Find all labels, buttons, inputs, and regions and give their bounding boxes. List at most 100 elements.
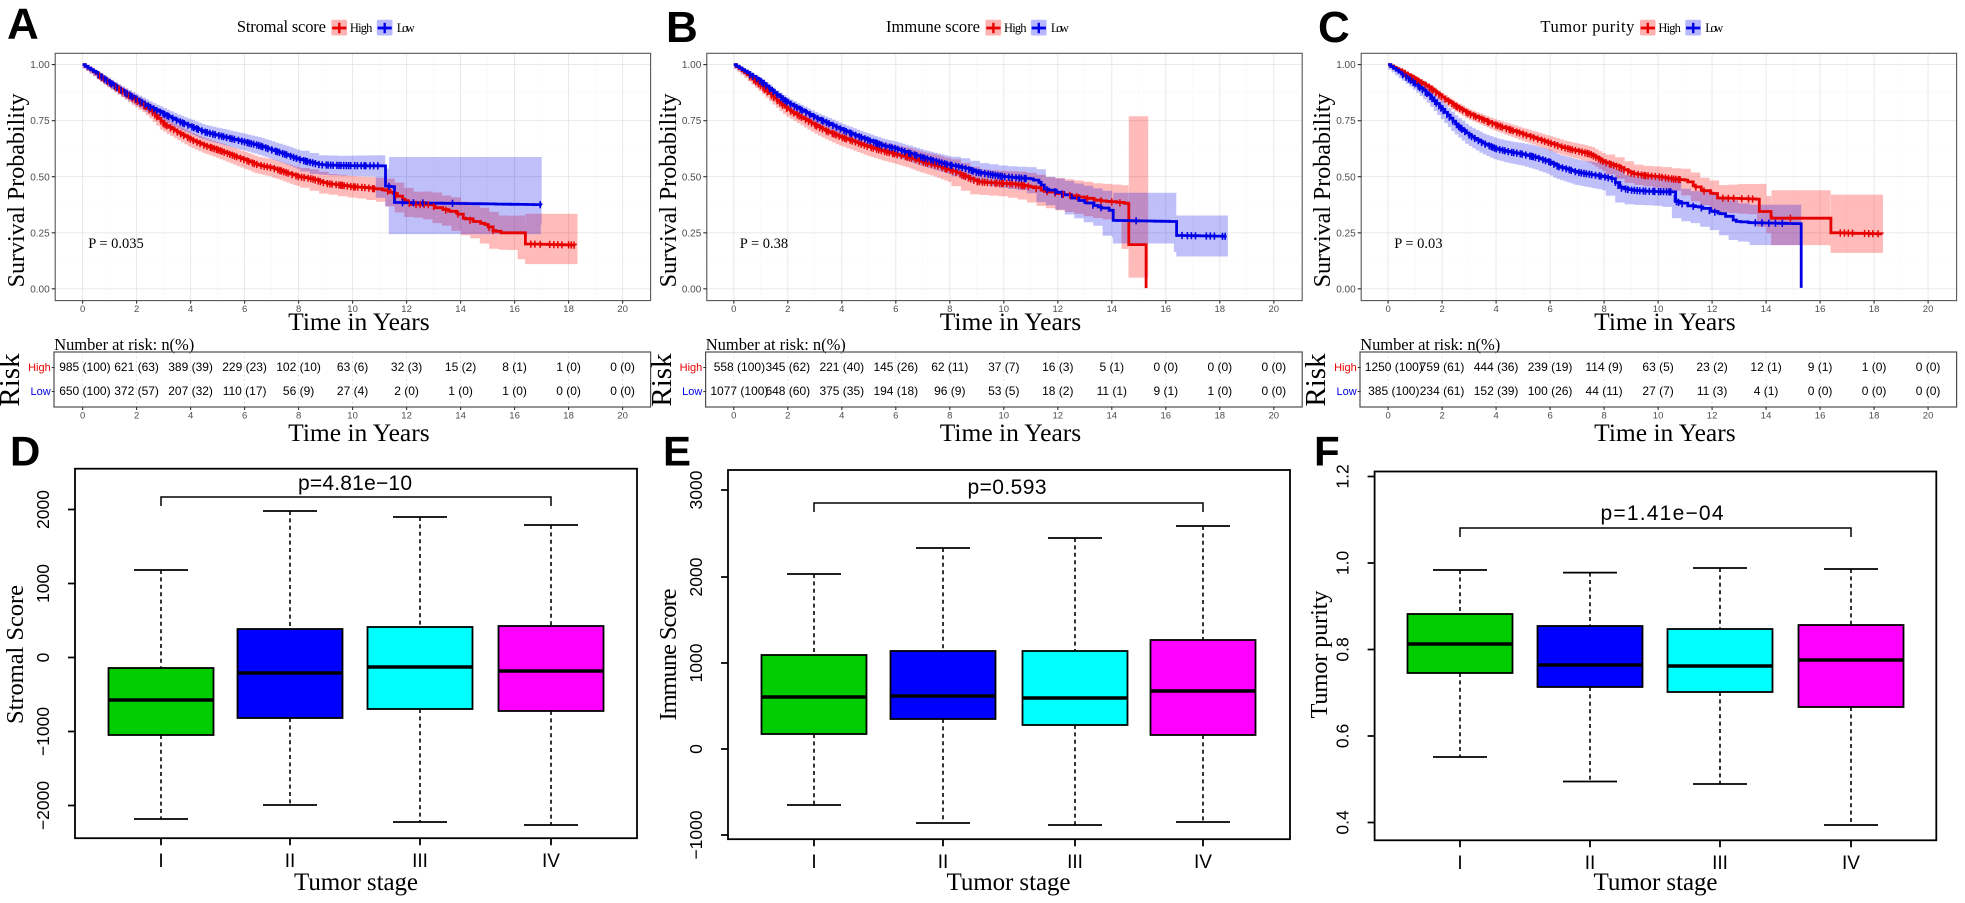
svg-text:11 (3): 11 (3)	[1697, 384, 1727, 398]
svg-text:229 (23): 229 (23)	[222, 360, 267, 374]
svg-text:56 (9): 56 (9)	[283, 384, 314, 398]
svg-text:96 (9): 96 (9)	[934, 384, 965, 398]
svg-text:100 (26): 100 (26)	[1528, 384, 1573, 398]
svg-text:20: 20	[1269, 304, 1280, 315]
svg-text:18 (2): 18 (2)	[1042, 384, 1073, 398]
svg-text:D: D	[10, 428, 40, 475]
svg-text:1 (0): 1 (0)	[448, 384, 473, 398]
svg-text:1.2: 1.2	[1333, 464, 1353, 488]
svg-text:1000: 1000	[33, 564, 53, 603]
svg-text:558 (100): 558 (100)	[714, 360, 765, 374]
svg-text:63 (6): 63 (6)	[337, 360, 368, 374]
svg-text:0.75: 0.75	[30, 116, 50, 127]
svg-text:1.00: 1.00	[1336, 60, 1356, 71]
svg-text:0.4: 0.4	[1333, 810, 1353, 835]
svg-text:Time in Years: Time in Years	[288, 307, 429, 336]
svg-text:4 (1): 4 (1)	[1754, 384, 1779, 398]
svg-text:53 (5): 53 (5)	[988, 384, 1019, 398]
svg-text:0: 0	[731, 411, 736, 422]
svg-text:Time in Years: Time in Years	[940, 307, 1081, 336]
svg-text:1077 (100): 1077 (100)	[710, 384, 768, 398]
svg-text:Time in Years: Time in Years	[288, 418, 429, 447]
svg-text:0: 0	[686, 744, 706, 754]
svg-text:14: 14	[455, 411, 466, 422]
svg-text:1250 (100): 1250 (100)	[1365, 360, 1423, 374]
svg-text:A: A	[7, 0, 39, 49]
svg-text:18: 18	[1215, 411, 1226, 422]
svg-text:14: 14	[1761, 411, 1772, 422]
svg-text:62 (11): 62 (11)	[931, 360, 968, 374]
svg-text:II: II	[938, 852, 949, 873]
svg-text:2: 2	[1439, 304, 1444, 315]
svg-text:345 (62): 345 (62)	[765, 360, 810, 374]
svg-text:221 (40): 221 (40)	[819, 360, 864, 374]
svg-text:p=4.81e−10: p=4.81e−10	[298, 472, 412, 495]
svg-text:194 (18): 194 (18)	[873, 384, 918, 398]
svg-text:III: III	[412, 851, 428, 872]
svg-text:20: 20	[1269, 411, 1280, 422]
svg-text:372 (57): 372 (57)	[114, 384, 159, 398]
svg-text:8: 8	[947, 411, 952, 422]
svg-text:385 (100): 385 (100)	[1368, 384, 1419, 398]
svg-text:14: 14	[1107, 304, 1118, 315]
svg-text:0: 0	[33, 652, 53, 662]
svg-text:152 (39): 152 (39)	[1474, 384, 1519, 398]
svg-text:Survival Probability: Survival Probability	[4, 93, 30, 287]
svg-text:18: 18	[1869, 411, 1880, 422]
svg-text:Survival Probability: Survival Probability	[656, 93, 682, 287]
svg-text:23 (2): 23 (2)	[1696, 360, 1727, 374]
svg-text:32 (3): 32 (3)	[391, 360, 422, 374]
svg-text:0.25: 0.25	[682, 228, 702, 239]
svg-text:I: I	[1457, 853, 1462, 874]
svg-text:0.75: 0.75	[1336, 116, 1356, 127]
svg-text:44 (11): 44 (11)	[1586, 384, 1623, 398]
svg-text:Tumor stage: Tumor stage	[1594, 869, 1718, 896]
svg-text:0.50: 0.50	[682, 172, 702, 183]
svg-text:III: III	[1712, 853, 1728, 874]
svg-text:0.00: 0.00	[682, 284, 702, 295]
svg-text:B: B	[666, 3, 698, 52]
svg-text:2: 2	[785, 304, 790, 315]
svg-text:3000: 3000	[686, 470, 706, 509]
svg-text:0.50: 0.50	[1336, 172, 1356, 183]
svg-text:Low: Low	[1705, 21, 1723, 35]
svg-text:16: 16	[1815, 411, 1826, 422]
svg-text:0: 0	[731, 304, 736, 315]
svg-text:Low: Low	[1337, 386, 1357, 398]
svg-text:18: 18	[1869, 304, 1880, 315]
svg-text:16 (3): 16 (3)	[1042, 360, 1073, 374]
svg-text:High: High	[28, 362, 51, 374]
svg-text:12: 12	[401, 411, 412, 422]
svg-text:6: 6	[1547, 411, 1552, 422]
svg-text:4: 4	[188, 411, 193, 422]
svg-text:12 (1): 12 (1)	[1750, 360, 1781, 374]
svg-text:p=0.593: p=0.593	[968, 476, 1047, 499]
svg-text:High: High	[1334, 362, 1357, 374]
svg-text:Stromal score: Stromal score	[237, 17, 326, 36]
svg-text:4: 4	[839, 304, 844, 315]
svg-text:16: 16	[1161, 411, 1172, 422]
svg-text:F: F	[1314, 428, 1340, 475]
svg-text:0 (0): 0 (0)	[1207, 360, 1232, 374]
svg-text:12: 12	[1707, 411, 1718, 422]
svg-text:14: 14	[455, 304, 466, 315]
svg-text:Low: Low	[397, 21, 415, 35]
svg-text:P = 0.38: P = 0.38	[740, 236, 788, 252]
svg-text:27 (4): 27 (4)	[337, 384, 368, 398]
svg-text:0: 0	[80, 304, 85, 315]
svg-text:Low: Low	[1051, 21, 1069, 35]
svg-text:Time in Years: Time in Years	[940, 418, 1081, 447]
svg-text:−1000: −1000	[686, 810, 706, 859]
svg-text:16: 16	[509, 411, 520, 422]
svg-text:Time in Years: Time in Years	[1594, 307, 1735, 336]
svg-text:P = 0.03: P = 0.03	[1394, 236, 1442, 252]
svg-text:6: 6	[893, 304, 898, 315]
svg-text:High: High	[1004, 21, 1027, 35]
svg-text:16: 16	[1815, 304, 1826, 315]
svg-text:Risk: Risk	[646, 353, 678, 407]
svg-text:0 (0): 0 (0)	[1916, 360, 1941, 374]
svg-text:Survival Probability: Survival Probability	[1310, 93, 1336, 287]
svg-text:High: High	[1658, 21, 1681, 35]
svg-text:8: 8	[1601, 304, 1606, 315]
svg-text:6: 6	[242, 304, 247, 315]
